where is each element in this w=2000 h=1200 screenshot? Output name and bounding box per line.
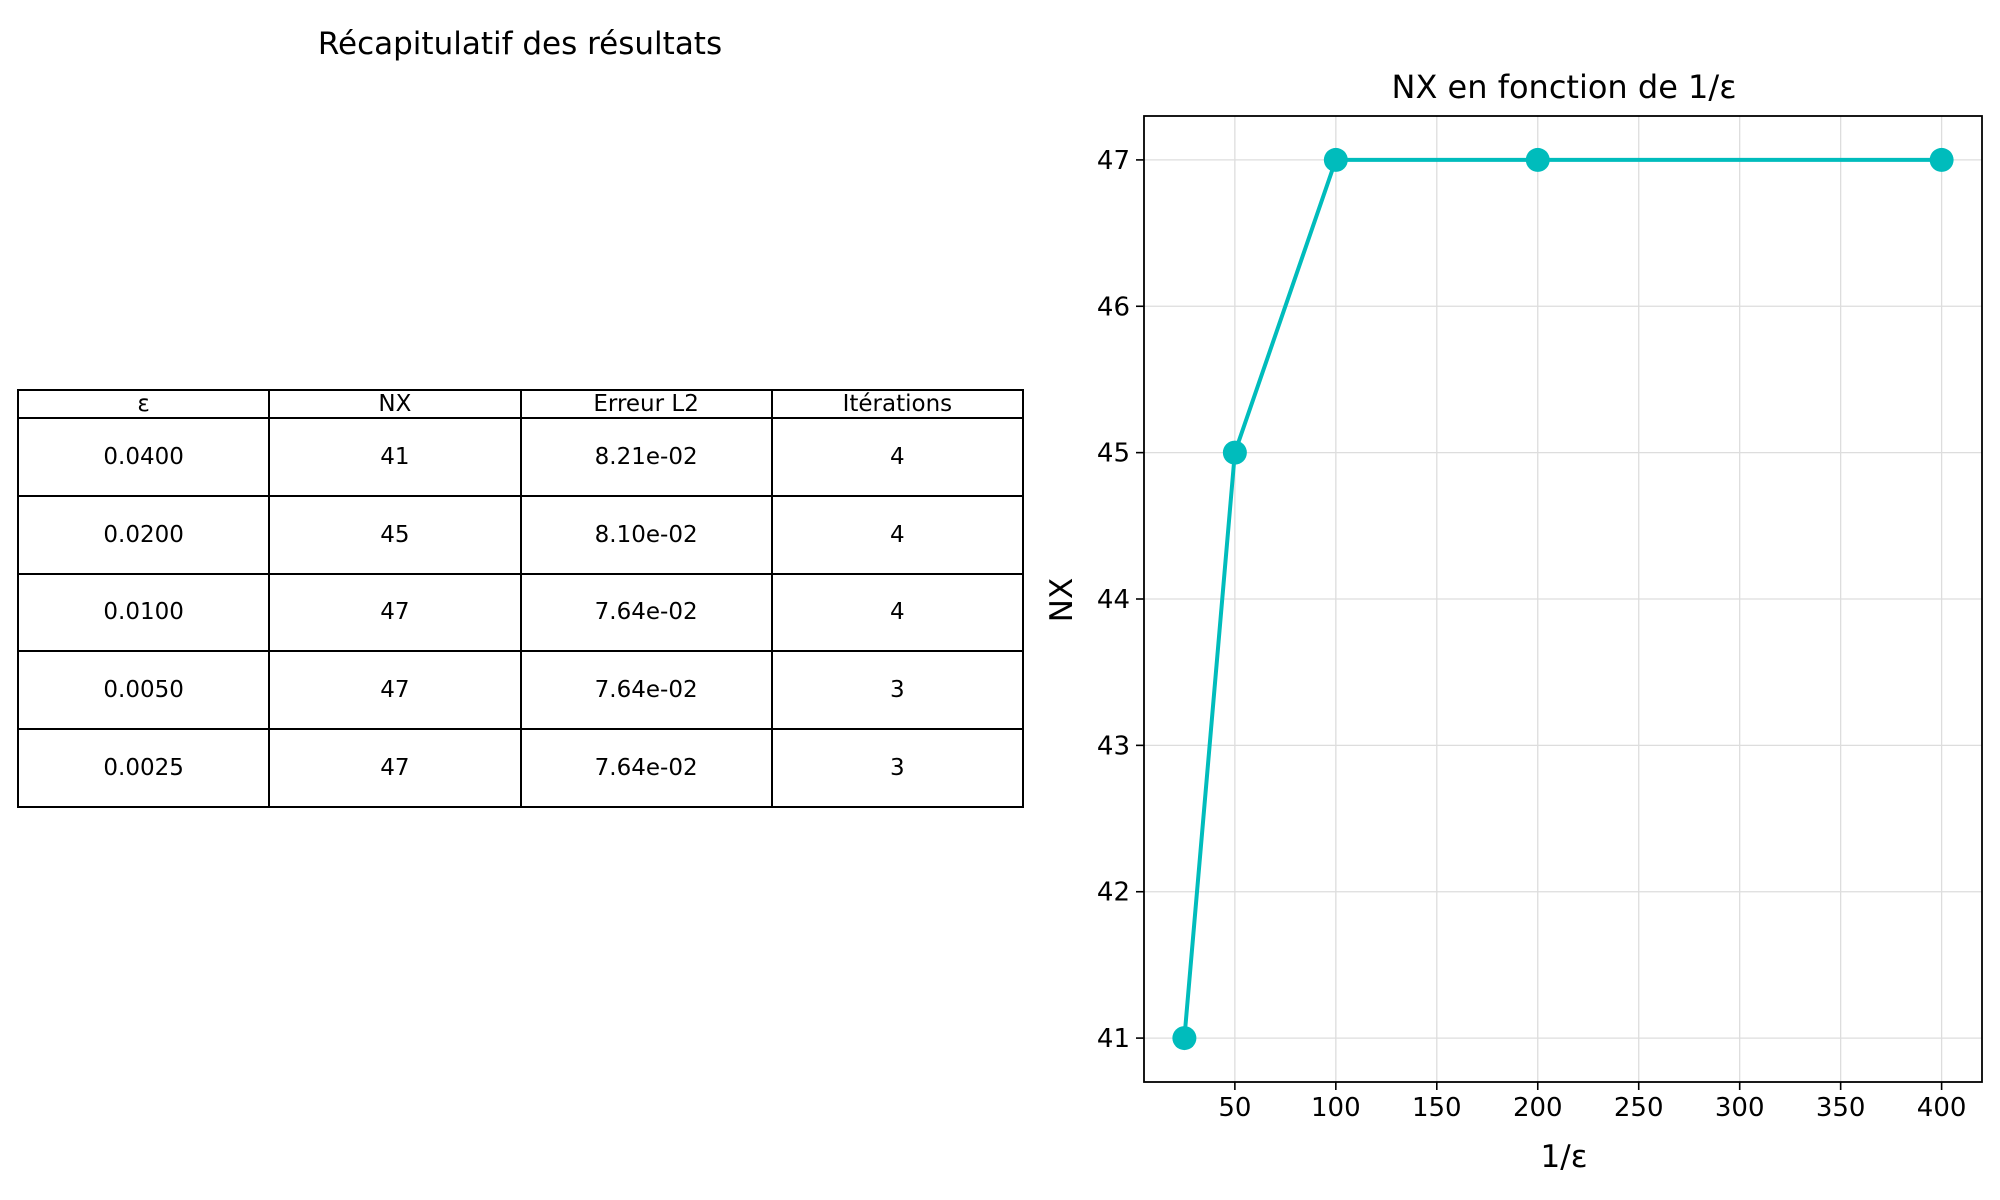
x-axis-label: 1/ε — [1541, 1139, 1588, 1175]
x-axis: 50 100 150 200 250 300 350 400 — [1218, 1082, 1966, 1123]
y-tick-label: 44 — [1097, 585, 1130, 615]
y-tick-label: 46 — [1097, 292, 1130, 322]
header-cell: NX — [268, 389, 522, 419]
table-cell: 47 — [268, 572, 522, 653]
data-point — [1222, 440, 1247, 465]
table-cell: 7.64e-02 — [519, 650, 773, 731]
table-cell: 4 — [770, 417, 1025, 497]
table-row: 0.0200 45 8.10e-02 4 — [16, 494, 1025, 575]
table-cell: 45 — [268, 494, 522, 575]
table-cell: 3 — [770, 728, 1025, 808]
x-tick-label: 250 — [1614, 1093, 1664, 1123]
y-axis-label: NX — [1044, 578, 1080, 622]
table-cell: 0.0050 — [16, 650, 271, 731]
table-cell: 0.0025 — [16, 728, 271, 808]
table-cell: 7.64e-02 — [519, 572, 773, 653]
table-cell: 3 — [770, 650, 1025, 731]
table-cell: 7.64e-02 — [519, 728, 773, 808]
table-row: 0.0025 47 7.64e-02 3 — [16, 728, 1025, 808]
y-tick-label: 45 — [1097, 439, 1130, 469]
y-tick-label: 43 — [1097, 731, 1130, 761]
y-tick-label: 47 — [1097, 146, 1130, 176]
table-cell: 0.0400 — [16, 417, 271, 497]
x-tick-label: 400 — [1917, 1093, 1967, 1123]
table-cell: 0.0200 — [16, 494, 271, 575]
x-tick-label: 200 — [1513, 1093, 1563, 1123]
header-cell: ε — [16, 389, 271, 419]
x-tick-label: 50 — [1218, 1093, 1251, 1123]
data-point — [1525, 147, 1550, 172]
table-row: 0.0050 47 7.64e-02 3 — [16, 650, 1025, 731]
table-cell: 8.21e-02 — [519, 417, 773, 497]
x-tick-label: 150 — [1412, 1093, 1462, 1123]
table-cell: 0.0100 — [16, 572, 271, 653]
results-table: ε NX Erreur L2 Itérations 0.0400 41 8.21… — [16, 389, 1025, 808]
data-point — [1172, 1026, 1197, 1051]
grid-lines — [1144, 116, 1982, 1082]
y-axis: 41 42 43 44 45 46 47 — [1097, 146, 1144, 1054]
table-cell: 41 — [268, 417, 522, 497]
table-row: 0.0100 47 7.64e-02 4 — [16, 572, 1025, 653]
series-layer — [1172, 147, 1954, 1051]
header-cell: Itérations — [770, 389, 1025, 419]
header-cell: Erreur L2 — [519, 389, 773, 419]
table-title: Récapitulatif des résultats — [317, 26, 723, 62]
y-tick-label: 41 — [1097, 1024, 1130, 1054]
x-tick-label: 100 — [1311, 1093, 1361, 1123]
table-cell: 8.10e-02 — [519, 494, 773, 575]
table-cell: 47 — [268, 728, 522, 808]
table-row: 0.0400 41 8.21e-02 4 — [16, 417, 1025, 497]
y-tick-label: 42 — [1097, 878, 1130, 908]
chart-title: NX en fonction de 1/ε — [1392, 68, 1737, 106]
table-header-row: ε NX Erreur L2 Itérations — [16, 389, 1025, 419]
data-point — [1323, 147, 1348, 172]
table-cell: 47 — [268, 650, 522, 731]
x-tick-label: 350 — [1816, 1093, 1866, 1123]
x-tick-label: 300 — [1715, 1093, 1765, 1123]
data-point — [1929, 147, 1954, 172]
table-cell: 4 — [770, 572, 1025, 653]
table-cell: 4 — [770, 494, 1025, 575]
